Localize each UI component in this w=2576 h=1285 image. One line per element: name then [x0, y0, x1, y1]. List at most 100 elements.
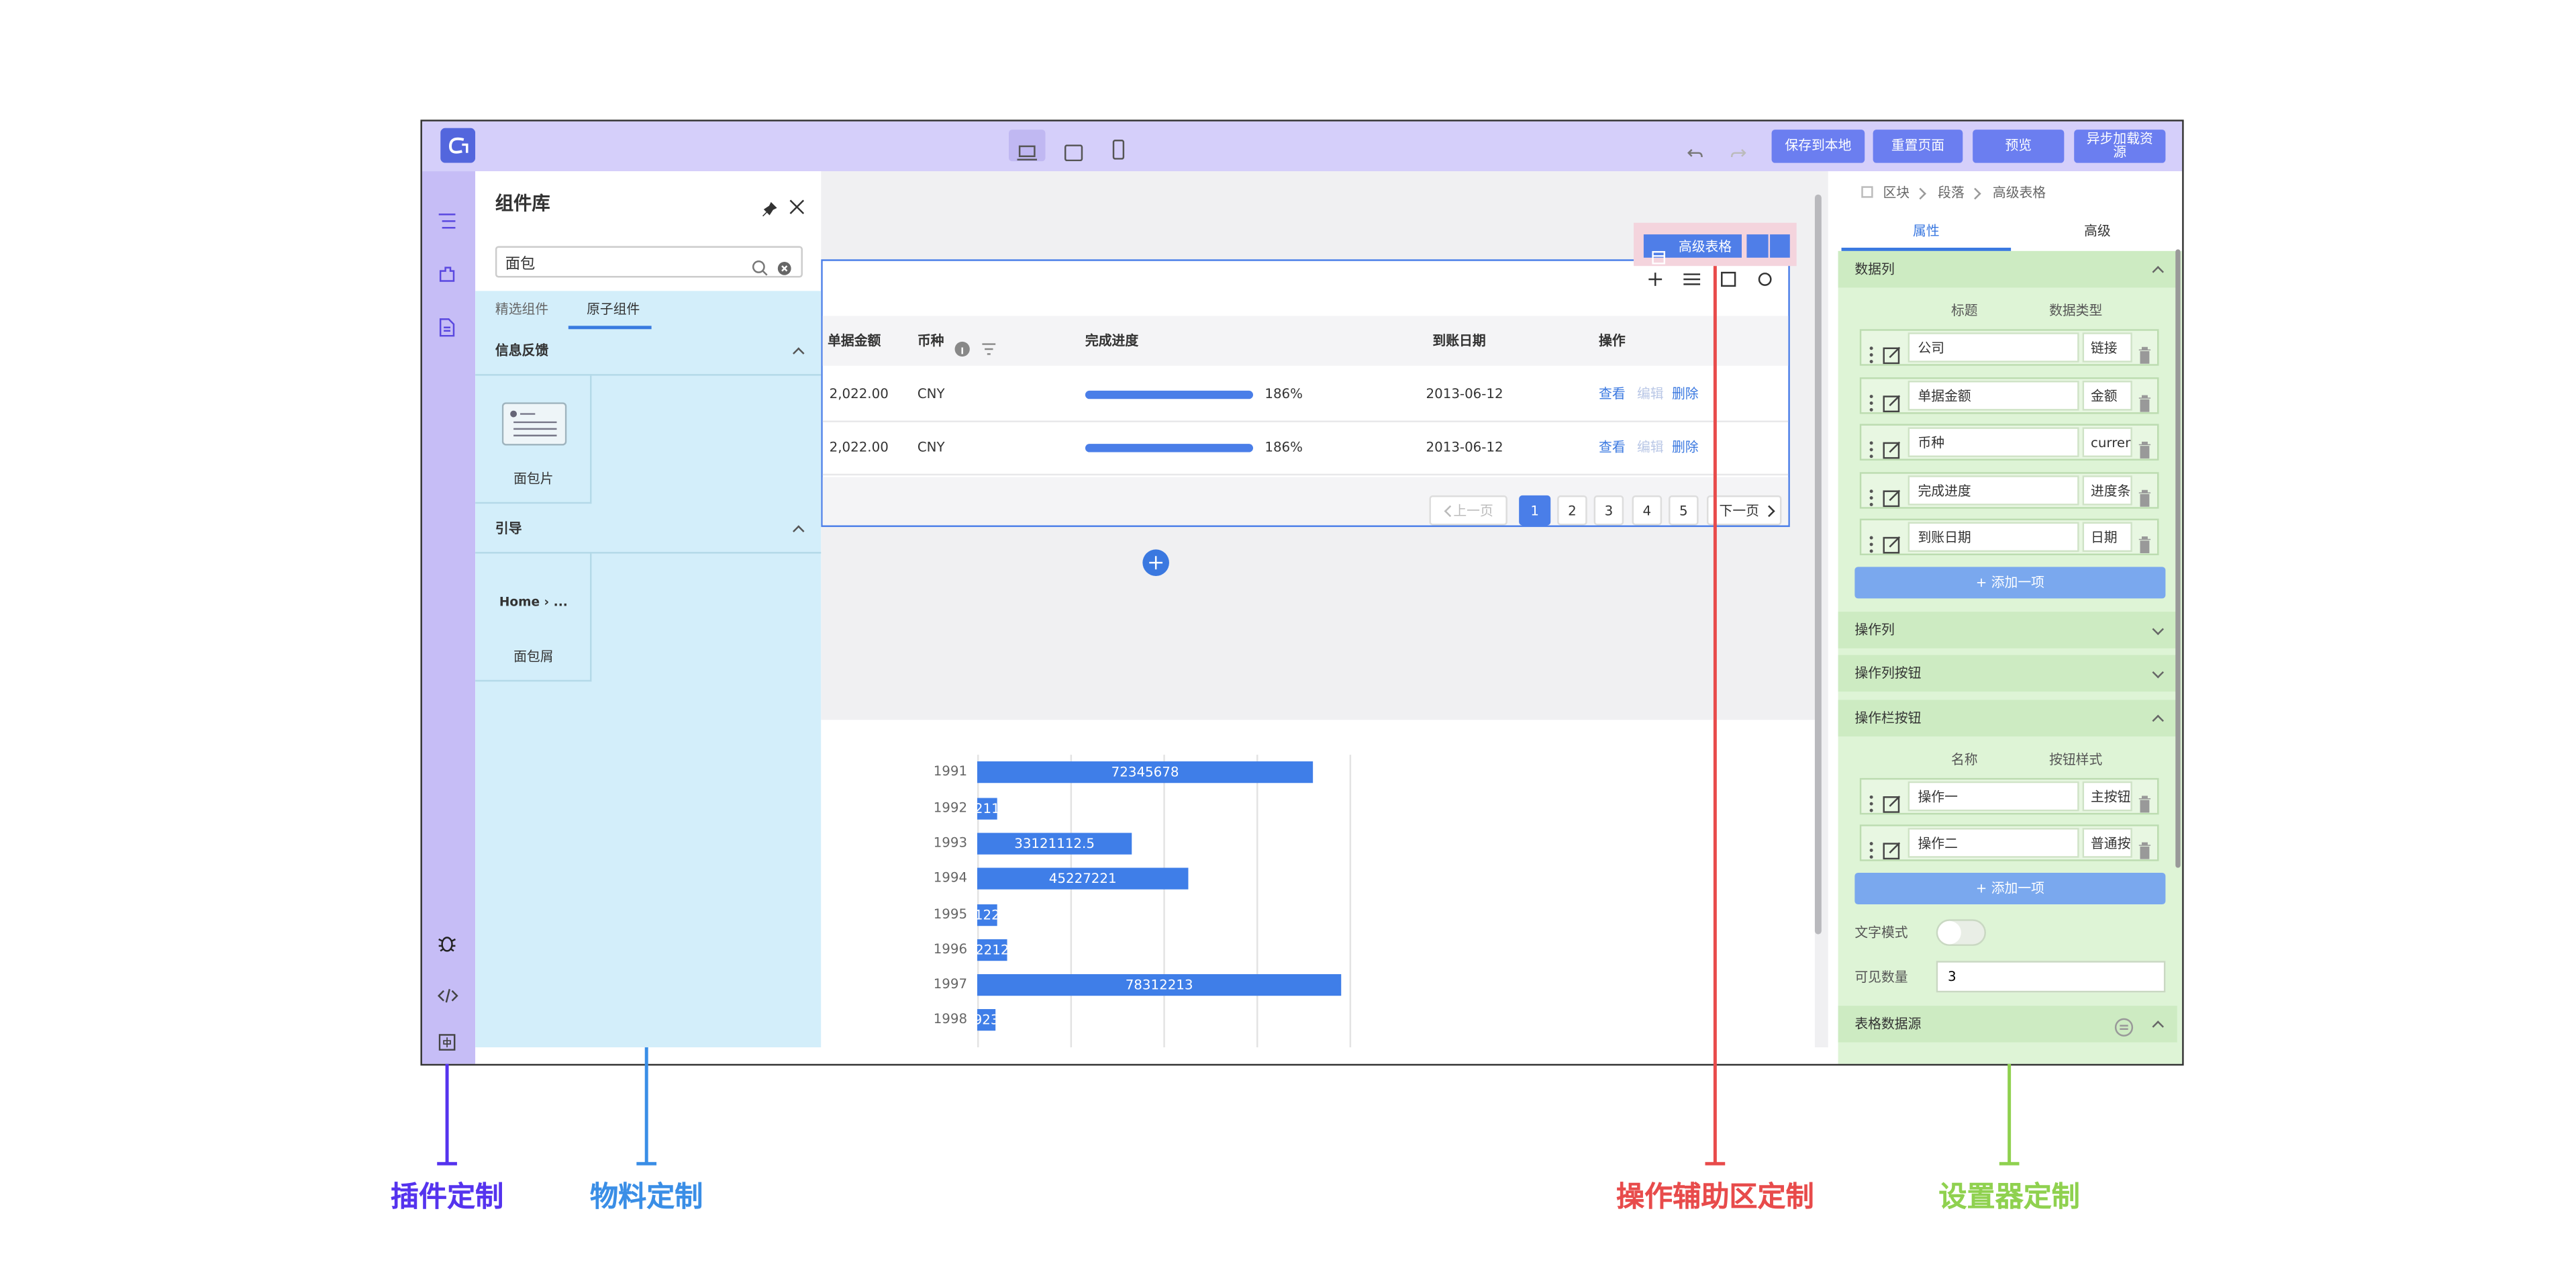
trash-icon [2137, 434, 2152, 459]
toolbar-button[interactable]: 重置页面 [1873, 130, 1963, 163]
drag-handle [1868, 788, 1875, 812]
chart-category: 1995 [933, 906, 968, 922]
sync-icon-svg [2114, 1018, 2134, 1037]
list-type[interactable]: currency [2082, 427, 2132, 457]
setting-label: 文字模式 [1854, 924, 1908, 941]
schema-icon [439, 313, 456, 337]
list-type[interactable]: 金额 [2082, 381, 2132, 411]
table-action[interactable]: 编辑 [1636, 386, 1664, 401]
section-header[interactable] [1838, 250, 2177, 288]
chart-category: 1997 [933, 976, 968, 992]
list-type[interactable]: 主按钮 [2082, 781, 2132, 812]
annotation-line [644, 1047, 648, 1164]
table-action[interactable]: 查看 [1599, 439, 1626, 455]
trash-icon-svg [2138, 842, 2151, 859]
undo [1687, 136, 1703, 158]
table-action[interactable]: 删除 [1671, 439, 1699, 455]
annotation-label: 操作辅助区定制 [1616, 1181, 1814, 1215]
annotation-line [1713, 266, 1717, 1164]
pagination-item[interactable]: 2 [1557, 495, 1587, 526]
list-type[interactable]: 普通按钮 [2082, 828, 2132, 858]
trash-icon [2137, 528, 2152, 554]
pin-icon [761, 193, 778, 217]
drag-handle-svg [1869, 489, 1873, 506]
toolbar-button[interactable]: 保存到本地 [1771, 130, 1865, 163]
chart-category: 1993 [933, 835, 968, 851]
pagination-item[interactable]: 4 [1632, 495, 1663, 526]
component-card[interactable] [475, 552, 592, 682]
list-input[interactable]: 单据金额 [1908, 381, 2079, 411]
table-cell: 186% [1265, 386, 1303, 401]
section-header[interactable] [1838, 655, 2177, 692]
list-input[interactable]: 到账日期 [1908, 522, 2079, 553]
table-cell: 2013-06-12 [1426, 386, 1503, 401]
chart-bar: 122 [977, 903, 997, 925]
group-title: 信息反馈 [495, 343, 549, 359]
drag-handle [1868, 387, 1875, 412]
list-input[interactable]: 完成进度 [1908, 475, 2079, 506]
group-line [475, 552, 822, 554]
settings-tab[interactable]: 属性 [1913, 224, 1940, 239]
list-type[interactable]: 日期 [2082, 522, 2132, 553]
panel-tab[interactable]: 精选组件 [495, 301, 549, 317]
component-card[interactable] [475, 374, 592, 504]
breadcrumb-item[interactable]: 高级表格 [1992, 185, 2046, 201]
list-type[interactable]: 进度条 [2082, 475, 2132, 506]
redo-svg [1730, 148, 1746, 158]
outline-icon [437, 206, 457, 229]
list-header: 数据类型 [2049, 303, 2103, 319]
edit-icon [1883, 387, 1901, 413]
chart-bar: 2212 [977, 938, 1007, 960]
table-action[interactable]: 编辑 [1636, 439, 1664, 455]
chart-grid-line [1256, 755, 1258, 1047]
list-type[interactable]: 链接 [2082, 332, 2132, 363]
pagination-item[interactable]: 5 [1669, 495, 1699, 526]
count-input[interactable]: 3 [1936, 961, 2166, 993]
trash-icon [2137, 835, 2152, 859]
trash-icon-svg [2138, 489, 2151, 507]
trash-icon-svg [2138, 536, 2151, 554]
pagination-item[interactable]: 上一页 [1429, 495, 1507, 526]
table-action[interactable]: 删除 [1671, 386, 1699, 401]
aux-table-icon [1652, 240, 1666, 265]
pagination-item[interactable]: 3 [1593, 495, 1624, 526]
pagination-item[interactable]: 1 [1519, 495, 1551, 526]
trash-icon [2137, 387, 2152, 412]
toolbar-button[interactable]: 预览 [1973, 130, 2065, 163]
search-input[interactable] [495, 246, 803, 278]
table-tools [1644, 266, 1777, 289]
settings-tab[interactable]: 高级 [2084, 224, 2111, 239]
trash-icon [2137, 339, 2152, 364]
list-input[interactable]: 币种 [1908, 427, 2079, 457]
progress-bar [1085, 390, 1254, 399]
section-header[interactable] [1838, 612, 2177, 649]
trash-icon-svg [2138, 441, 2151, 459]
edit-icon-svg [1883, 842, 1901, 860]
list-input[interactable]: 操作一 [1908, 781, 2079, 812]
breadcrumb-item[interactable]: 段落 [1938, 185, 1965, 201]
trash-icon [2137, 788, 2152, 813]
add-button[interactable]: + 添加一项 [1854, 872, 2166, 905]
section-header[interactable] [1838, 1006, 2177, 1043]
pagination-item[interactable]: 下一页 [1706, 495, 1782, 526]
drag-handle-svg [1869, 536, 1873, 553]
edit-icon [1883, 835, 1901, 860]
add-button[interactable]: + 添加一项 [1854, 567, 2166, 599]
breadcrumb-item[interactable]: 区块 [1883, 185, 1910, 201]
toolbar-button[interactable]: 异步加载资源 [2074, 130, 2166, 163]
list-input[interactable]: 操作二 [1908, 828, 2079, 858]
chart-bar: 45227221 [977, 867, 1189, 889]
panel-tab-underline [568, 326, 652, 329]
search-text: 面包 [505, 256, 536, 274]
chart-category: 1994 [933, 870, 968, 886]
filter-icon-svg [982, 343, 996, 355]
edit-icon [1883, 788, 1901, 813]
list-input[interactable]: 公司 [1908, 332, 2079, 363]
chart-value-label: 78312213 [1125, 976, 1193, 992]
search-icons-svg [752, 260, 791, 276]
section-header[interactable] [1838, 700, 2177, 736]
card-preview-icon [501, 402, 567, 446]
panel-tab[interactable]: 原子组件 [587, 301, 640, 317]
table-action[interactable]: 查看 [1599, 386, 1626, 401]
